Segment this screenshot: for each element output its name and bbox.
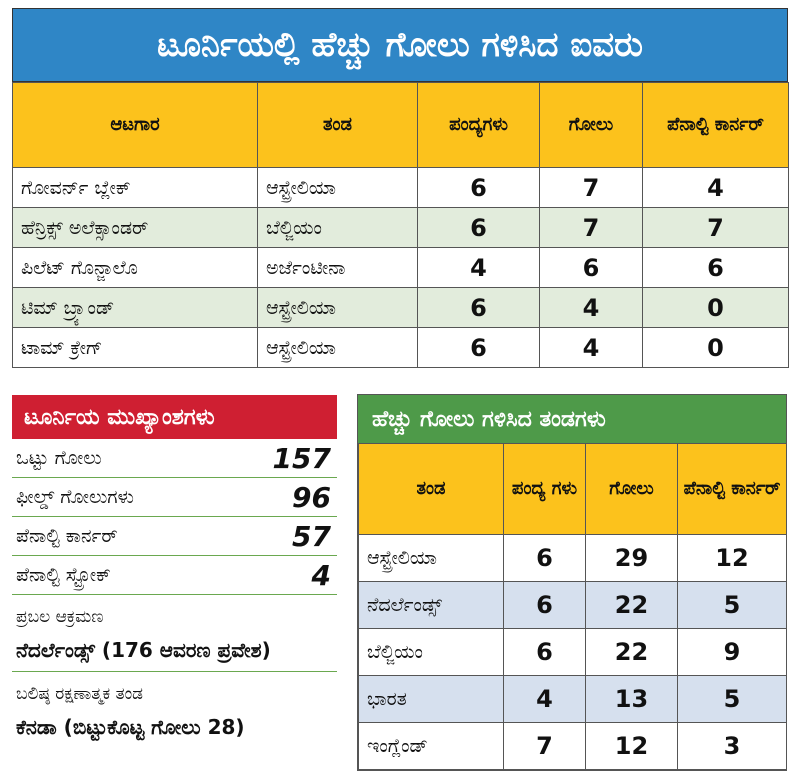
team-name: ಅರ್ಜೆಂಟೀನಾ (257, 247, 418, 288)
col-goals: ಗೋಲು (585, 443, 678, 535)
matches-value: 4 (503, 675, 586, 723)
player-name: ಪಿಲೆಟ್ ಗೊನ್ಜಾಲೊ (12, 247, 258, 288)
goals-value: 7 (539, 167, 643, 208)
penalty-corner-value: 4 (642, 167, 789, 208)
team-name: ಆಸ್ಟ್ರೇಲಿಯಾ (257, 287, 418, 328)
header-row: ತಂಡ ಪಂದ್ಯ ಗಳು ಗೋಲು ಪೆನಾಲ್ಟಿ ಕಾರ್ನರ್ (358, 443, 787, 535)
goals-value: 22 (585, 628, 678, 676)
team-name: ಆಸ್ಟ್ರೇಲಿಯಾ (257, 167, 418, 208)
col-team: ತಂಡ (358, 443, 504, 535)
penalty-corner-value: 5 (677, 581, 787, 629)
goals-value: 22 (585, 581, 678, 629)
player-name: ಹೆನ್ರಿಕ್ಸ್ ಅಲೆಕ್ಸಾಂಡರ್ (12, 207, 258, 248)
stat-label: ಒಟ್ಟು ಗೋಲು (16, 447, 102, 469)
team-name: ಭಾರತ (358, 675, 504, 723)
goals-value: 6 (539, 247, 643, 288)
col-goals: ಗೋಲು (539, 82, 643, 168)
col-matches: ಪಂದ್ಯ ಗಳು (503, 443, 586, 535)
top-scorers-table: ಟೂರ್ನಿಯಲ್ಲಿ ಹೆಚ್ಚು ಗೋಲು ಗಳಿಸಿದ ಐವರು ಆಟಗಾ… (12, 8, 789, 368)
table-row: ಇಂಗ್ಲೆಂಡ್ 7 12 3 (358, 722, 787, 770)
team-name: ಇಂಗ್ಲೆಂಡ್ (358, 722, 504, 770)
table-row: ಟಾಮ್ ಕ್ರೇಗ್ ಆಸ್ಟ್ರೇಲಿಯಾ 6 4 0 (12, 327, 789, 368)
team-name: ಬೆಲ್ಜಿಯಂ (257, 207, 418, 248)
penalty-corner-value: 9 (677, 628, 787, 676)
penalty-corner-value: 6 (642, 247, 789, 288)
top-teams-title: ಹೆಚ್ಚು ಗೋಲು ಗಳಿಸಿದ ತಂಡಗಳು (358, 395, 786, 443)
goals-value: 4 (539, 287, 643, 328)
stat-label: ಫೀಲ್ಡ್ ಗೋಲುಗಳು (16, 486, 134, 508)
matches-value: 6 (417, 327, 540, 368)
team-name: ನೆದರ್ಲೆಂಡ್ಸ್ (358, 581, 504, 629)
header-row: ಆಟಗಾರ ತಂಡ ಪಂದ್ಯಗಳು ಗೋಲು ಪೆನಾಲ್ಟಿ ಕಾರ್ನರ್ (12, 82, 789, 168)
player-name: ಗೋವರ್ನ್ ಬ್ಲೇಕ್ (12, 167, 258, 208)
matches-value: 6 (503, 628, 586, 676)
defence-value: ಕೆನಡಾ (ಬಿಟ್ಟುಕೊಟ್ಟ ಗೋಲು 28) (16, 715, 245, 739)
col-penalty-corner: ಪೆನಾಲ್ಟಿ ಕಾರ್ನರ್ (677, 443, 787, 535)
matches-value: 4 (417, 247, 540, 288)
penalty-corner-value: 0 (642, 327, 789, 368)
penalty-corner-value: 3 (677, 722, 787, 770)
col-team: ತಂಡ (257, 82, 418, 168)
penalty-corner-value: 5 (677, 675, 787, 723)
goals-value: 13 (585, 675, 678, 723)
stat-row: ಪೆನಾಲ್ಟಿ ಸ್ಟ್ರೋಕ್ 4 (12, 556, 337, 595)
goals-value: 7 (539, 207, 643, 248)
team-name: ಆಸ್ಟ್ರೇಲಿಯಾ (257, 327, 418, 368)
table-row: ಆಸ್ಟ್ರೇಲಿಯಾ 6 29 12 (358, 534, 787, 582)
player-name: ಟಿಮ್ ಬ್ರ್ಯಾಂಡ್ (12, 287, 258, 328)
top-scorers-grid: ಆಟಗಾರ ತಂಡ ಪಂದ್ಯಗಳು ಗೋಲು ಪೆನಾಲ್ಟಿ ಕಾರ್ನರ್… (12, 82, 789, 368)
matches-value: 6 (417, 207, 540, 248)
goals-value: 29 (585, 534, 678, 582)
stat-row: ಫೀಲ್ಡ್ ಗೋಲುಗಳು 96 (12, 478, 337, 517)
col-penalty-corner: ಪೆನಾಲ್ಟಿ ಕಾರ್ನರ್ (642, 82, 789, 168)
stat-value: 57 (292, 519, 331, 553)
strongest-defence: ಬಲಿಷ್ಠ ರಕ್ಷಣಾತ್ಮಕ ತಂಡ ಕೆನಡಾ (ಬಿಟ್ಟುಕೊಟ್ಟ… (12, 672, 337, 748)
top-scorers-title: ಟೂರ್ನಿಯಲ್ಲಿ ಹೆಚ್ಚು ಗೋಲು ಗಳಿಸಿದ ಐವರು (12, 8, 788, 82)
top-teams-table: ಹೆಚ್ಚು ಗೋಲು ಗಳಿಸಿದ ತಂಡಗಳು ತಂಡ ಪಂದ್ಯ ಗಳು … (357, 394, 787, 771)
stat-label: ಪೆನಾಲ್ಟಿ ಕಾರ್ನರ್ (16, 525, 118, 547)
team-name: ಬೆಲ್ಜಿಯಂ (358, 628, 504, 676)
table-row: ಬೆಲ್ಜಿಯಂ 6 22 9 (358, 628, 787, 676)
defence-label: ಬಲಿಷ್ಠ ರಕ್ಷಣಾತ್ಮಕ ತಂಡ (16, 684, 143, 704)
player-name: ಟಾಮ್ ಕ್ರೇಗ್ (12, 327, 258, 368)
strongest-attack: ಪ್ರಬಲ ಆಕ್ರಮಣ ನೆದರ್ಲೆಂಡ್ಸ್ (176 ಆವರಣ ಪ್ರವ… (12, 595, 337, 672)
stat-value: 157 (272, 441, 331, 475)
goals-value: 4 (539, 327, 643, 368)
table-row: ನೆದರ್ಲೆಂಡ್ಸ್ 6 22 5 (358, 581, 787, 629)
tournament-highlights: ಟೂರ್ನಿಯ ಮುಖ್ಯಾಂಶಗಳು ಒಟ್ಟು ಗೋಲು 157 ಫೀಲ್ಡ… (12, 395, 337, 748)
matches-value: 6 (417, 287, 540, 328)
matches-value: 6 (503, 534, 586, 582)
matches-value: 7 (503, 722, 586, 770)
goals-value: 12 (585, 722, 678, 770)
table-row: ಟಿಮ್ ಬ್ರ್ಯಾಂಡ್ ಆಸ್ಟ್ರೇಲಿಯಾ 6 4 0 (12, 287, 789, 328)
highlights-title: ಟೂರ್ನಿಯ ಮುಖ್ಯಾಂಶಗಳು (12, 395, 337, 439)
stat-value: 96 (292, 480, 331, 514)
penalty-corner-value: 12 (677, 534, 787, 582)
team-name: ಆಸ್ಟ್ರೇಲಿಯಾ (358, 534, 504, 582)
stat-value: 4 (311, 558, 331, 592)
matches-value: 6 (503, 581, 586, 629)
col-matches: ಪಂದ್ಯಗಳು (417, 82, 540, 168)
penalty-corner-value: 0 (642, 287, 789, 328)
table-row: ಹೆನ್ರಿಕ್ಸ್ ಅಲೆಕ್ಸಾಂಡರ್ ಬೆಲ್ಜಿಯಂ 6 7 7 (12, 207, 789, 248)
table-row: ಪಿಲೆಟ್ ಗೊನ್ಜಾಲೊ ಅರ್ಜೆಂಟೀನಾ 4 6 6 (12, 247, 789, 288)
matches-value: 6 (417, 167, 540, 208)
attack-value: ನೆದರ್ಲೆಂಡ್ಸ್ (176 ಆವರಣ ಪ್ರವೇಶ) (16, 638, 271, 662)
stat-row: ಪೆನಾಲ್ಟಿ ಕಾರ್ನರ್ 57 (12, 517, 337, 556)
top-teams-grid: ತಂಡ ಪಂದ್ಯ ಗಳು ಗೋಲು ಪೆನಾಲ್ಟಿ ಕಾರ್ನರ್ ಆಸ್ಟ… (358, 443, 787, 770)
stat-label: ಪೆನಾಲ್ಟಿ ಸ್ಟ್ರೋಕ್ (16, 564, 111, 586)
col-player: ಆಟಗಾರ (12, 82, 258, 168)
stat-row: ಒಟ್ಟು ಗೋಲು 157 (12, 439, 337, 478)
attack-label: ಪ್ರಬಲ ಆಕ್ರಮಣ (16, 607, 104, 627)
penalty-corner-value: 7 (642, 207, 789, 248)
table-row: ಗೋವರ್ನ್ ಬ್ಲೇಕ್ ಆಸ್ಟ್ರೇಲಿಯಾ 6 7 4 (12, 167, 789, 208)
table-row: ಭಾರತ 4 13 5 (358, 675, 787, 723)
